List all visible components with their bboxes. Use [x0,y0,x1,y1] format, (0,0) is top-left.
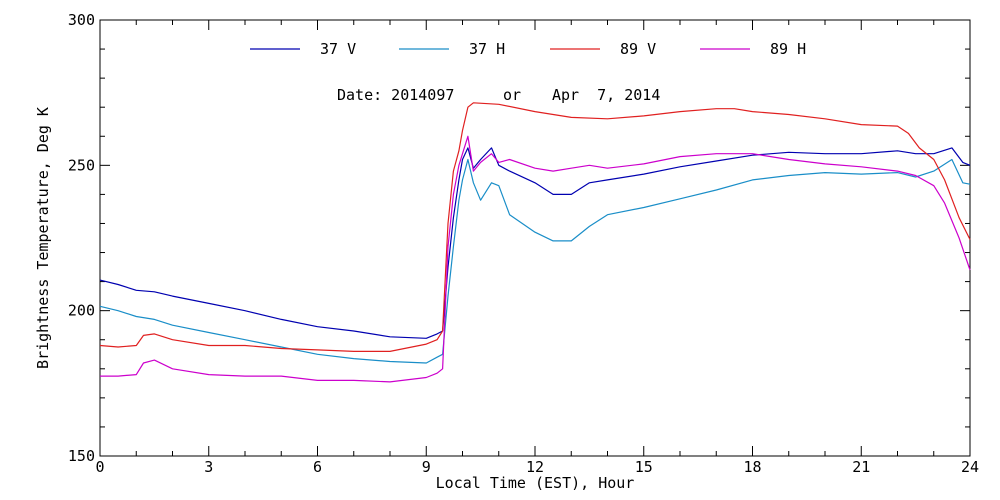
x-tick-label: 15 [635,458,653,476]
plot-frame [99,19,971,457]
x-axis-title: Local Time (EST), Hour [436,474,635,492]
date-text: Apr 7, 2014 [552,86,660,104]
legend-label-37-v: 37 V [320,40,356,58]
legend: 37 V 37 H 89 V 89 H [250,40,806,58]
legend-label-89-h: 89 H [770,40,806,58]
axis-tick-labels: 0 3 6 9 12 15 18 21 24 150 200 250 300 [68,11,979,476]
x-tick-label: 6 [313,458,322,476]
x-tick-label: 12 [526,458,544,476]
series-line-89-h [100,135,971,383]
x-tick-label: 0 [95,458,104,476]
x-tick-label: 24 [961,458,979,476]
x-tick-label: 9 [422,458,431,476]
y-tick-label: 150 [68,447,95,465]
x-tick-label: 18 [743,458,761,476]
series-lines [99,102,971,383]
x-tick-label: 3 [204,458,213,476]
date-label: Date: 2014097 [337,86,454,104]
legend-label-37-h: 37 H [469,40,505,58]
axis-ticks [99,19,971,457]
y-tick-label: 300 [68,11,95,29]
legend-label-89-v: 89 V [620,40,656,58]
y-tick-label: 200 [68,302,95,320]
y-tick-label: 250 [68,156,95,174]
y-axis-title: Brightness Temperature, Deg K [34,107,52,369]
x-tick-label: 21 [852,458,870,476]
series-line-37-h [99,158,971,364]
or-label: or [503,86,521,104]
series-line-89-v [99,102,971,352]
series-line-37-v [99,147,971,339]
